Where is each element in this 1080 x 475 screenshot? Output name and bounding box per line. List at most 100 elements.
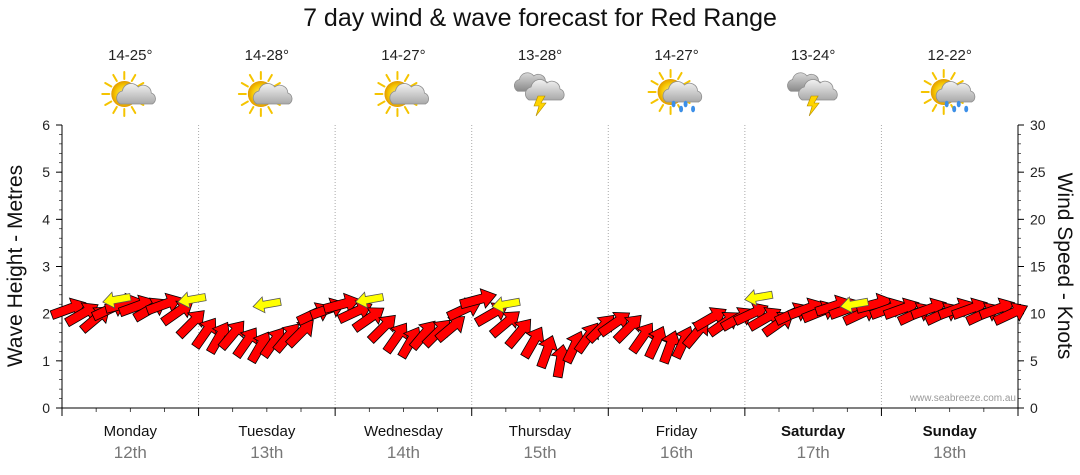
sun-ray — [104, 82, 113, 88]
wind-arrow — [191, 317, 217, 350]
wind-arrow — [175, 310, 205, 340]
wind-arrow — [366, 314, 396, 344]
rain-drop — [691, 105, 696, 113]
credit-text: www.seabreeze.com.au — [909, 393, 1016, 404]
cloud-shape — [389, 83, 429, 105]
sun-ray — [240, 82, 249, 88]
day-labels: 14-25° Monday 12th 14-28° Tuesday 13th 14-27° W… — [104, 47, 978, 462]
left-tick-label: 6 — [42, 117, 50, 133]
cloud-shape — [116, 83, 156, 105]
sun-ray — [923, 98, 932, 104]
right-tick-label: 20 — [1030, 211, 1046, 227]
partly-cloudy-icon — [374, 71, 429, 117]
sun-ray — [923, 80, 932, 86]
day-name: Wednesday — [364, 423, 443, 440]
storm-icon — [787, 72, 838, 117]
wind-arrow — [692, 307, 727, 332]
sun-ray — [385, 105, 391, 115]
day-temperature: 12-22° — [928, 47, 972, 64]
sun-ray — [248, 73, 255, 83]
day-name: Thursday — [509, 423, 572, 440]
sun-ray — [682, 80, 691, 86]
left-tick-label: 0 — [42, 400, 50, 416]
day-temperature: 13-28° — [518, 47, 562, 64]
weather-icons — [101, 69, 976, 117]
sun-ray — [955, 80, 964, 86]
cloud-shape — [798, 79, 838, 101]
sun-ray — [650, 98, 659, 104]
wind-arrow — [232, 327, 258, 360]
wind-arrows — [49, 288, 1029, 379]
sun-ray — [403, 105, 410, 115]
sun-ray — [409, 82, 418, 88]
sun-ray — [377, 100, 386, 106]
sun-ray — [112, 105, 118, 115]
day-name: Saturday — [781, 423, 846, 440]
sun-ray — [130, 105, 137, 115]
lightning-bolt — [806, 95, 820, 117]
sun-ray — [385, 73, 391, 83]
wind-arrow — [434, 316, 466, 344]
sun-showers-icon — [920, 69, 976, 115]
wave-arrows — [102, 289, 869, 314]
day-temperature: 14-25° — [108, 47, 152, 64]
sun-ray — [931, 103, 938, 113]
day-temperature: 14-27° — [654, 47, 698, 64]
right-tick-label: 30 — [1030, 117, 1046, 133]
wind-arrow — [520, 326, 545, 360]
day-date: 13th — [250, 443, 283, 462]
day-name: Monday — [104, 423, 158, 440]
wave-arrow — [102, 291, 132, 309]
wind-arrow — [504, 318, 532, 350]
rain-drop — [964, 105, 969, 113]
left-axis-label: Wave Height - Metres — [4, 165, 27, 367]
cloud-shape — [935, 81, 976, 103]
wave-arrow — [354, 291, 385, 309]
wind-arrow — [644, 325, 668, 360]
wave-arrow — [177, 291, 207, 309]
sun-showers-icon — [647, 69, 703, 115]
left-tick-label: 4 — [42, 211, 50, 227]
storm-icon — [514, 72, 565, 117]
left-tick-label: 5 — [42, 164, 50, 180]
wave-arrow — [839, 296, 869, 314]
right-tick-label: 25 — [1030, 164, 1046, 180]
rain-drop — [683, 100, 688, 108]
cloud-shape — [662, 81, 703, 103]
day-name: Sunday — [923, 423, 978, 440]
rain-drop — [944, 100, 949, 108]
day-date: 14th — [387, 443, 420, 462]
partly-cloudy-icon — [237, 71, 293, 117]
wind-arrow — [205, 321, 231, 355]
day-temperature: 14-27° — [381, 47, 425, 64]
sun-ray — [403, 73, 410, 83]
day-date: 17th — [797, 443, 830, 462]
sun-ray — [931, 71, 938, 81]
sun-ray — [950, 71, 956, 81]
grid — [198, 125, 882, 408]
right-tick-label: 0 — [1030, 400, 1038, 416]
wind-arrow — [322, 292, 361, 314]
sun-ray — [267, 73, 273, 83]
wind-arrow — [612, 314, 642, 344]
sun-ray — [104, 100, 113, 106]
day-date: 15th — [523, 443, 556, 462]
day-name: Tuesday — [238, 423, 295, 440]
wind-arrow — [536, 335, 559, 370]
sun-ray — [136, 82, 145, 88]
rain-drop — [671, 100, 676, 108]
sun-ray — [658, 103, 665, 113]
day-name: Friday — [656, 423, 698, 440]
wave-arrow — [252, 296, 282, 314]
right-axis-label: Wind Speed - Knots — [1053, 173, 1076, 360]
right-tick-label: 5 — [1030, 353, 1038, 369]
day-temperature: 13-24° — [791, 47, 835, 64]
sun-ray — [650, 80, 659, 86]
wave-arrow — [491, 296, 521, 314]
cloud-shape — [252, 83, 293, 105]
chart-title: 7 day wind & wave forecast for Red Range — [303, 4, 777, 32]
wind-arrow — [659, 330, 682, 365]
sun-ray — [272, 82, 281, 88]
sun-ray — [677, 71, 683, 81]
